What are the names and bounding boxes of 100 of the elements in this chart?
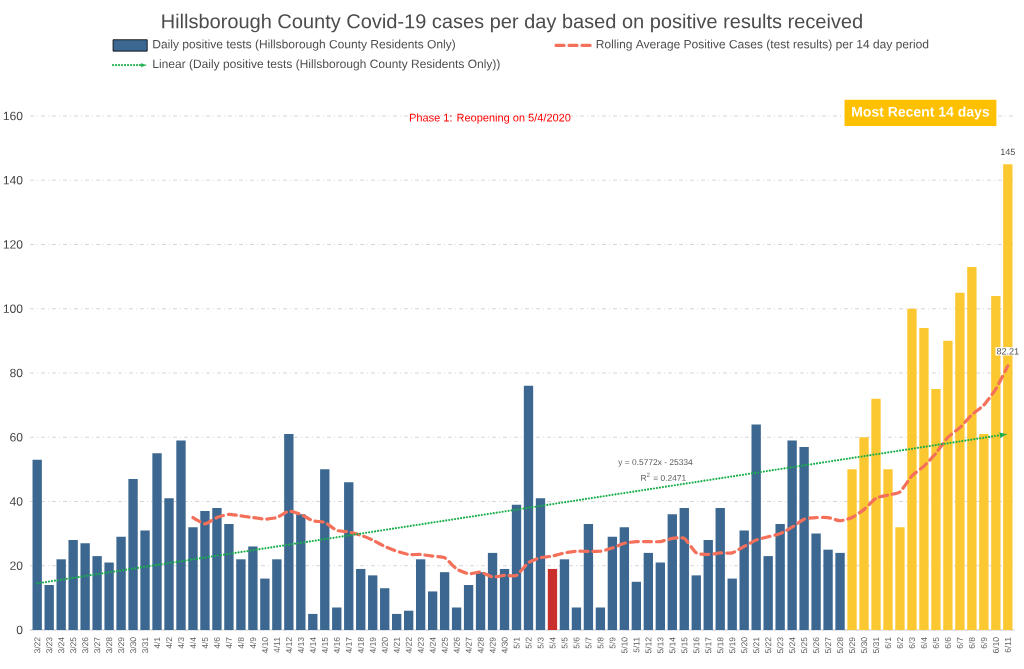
x-tick-label: 6/1 (884, 637, 892, 649)
x-tick-label: 5/23 (777, 637, 784, 654)
x-tick-label: 4/21 (393, 637, 400, 654)
x-tick-label: 5/6 (573, 637, 580, 649)
bar (104, 562, 114, 630)
bar (859, 437, 869, 630)
x-tick-label: 4/19 (369, 637, 376, 654)
x-tick-label: 3/25 (70, 637, 77, 654)
x-tick-label: 4/27 (465, 637, 472, 654)
x-tick-label: 3/31 (141, 637, 149, 654)
x-tick-label: 5/24 (789, 637, 796, 654)
bar (356, 568, 366, 630)
bar (871, 398, 881, 630)
bar (739, 530, 749, 630)
bar (535, 498, 546, 630)
bar (679, 507, 689, 630)
x-tick-label: 5/26 (813, 637, 820, 654)
bar (823, 549, 833, 630)
bar (775, 523, 785, 630)
bar (607, 536, 618, 630)
x-tick-label: 4/14 (309, 637, 316, 654)
bar (116, 536, 126, 630)
x-tick-label: 5/4 (549, 637, 556, 649)
x-tick-label: 5/25 (801, 637, 808, 654)
x-tick-label: 3/26 (82, 637, 89, 654)
bar (403, 610, 414, 630)
annotation: Phase 1: Reopening on 5/4/2020 (409, 113, 571, 124)
x-tick-label: 5/15 (681, 637, 688, 654)
bar (655, 562, 665, 630)
x-tick-label: 5/11 (633, 637, 640, 653)
x-tick-label: 4/29 (489, 637, 496, 654)
x-tick-label: 5/16 (693, 637, 700, 654)
bar (499, 568, 510, 630)
x-tick-label: 4/8 (237, 637, 244, 649)
x-tick-label: 6/4 (920, 637, 928, 649)
bar (284, 434, 294, 630)
x-tick-label: 4/23 (417, 637, 424, 654)
bar (691, 575, 701, 630)
bar (979, 434, 989, 630)
y-tick-label: 0 (16, 625, 23, 635)
bar (919, 328, 929, 630)
x-tick-label: 4/9 (249, 637, 256, 649)
bar (787, 440, 797, 630)
bar (451, 607, 462, 630)
bar (595, 607, 606, 630)
bar (439, 572, 450, 630)
x-tick-label: 4/15 (321, 637, 328, 654)
x-tick-label: 6/5 (932, 637, 940, 649)
y-tick-label: 80 (10, 368, 23, 378)
x-tick-label: 4/12 (285, 637, 292, 654)
x-tick-label: 3/24 (58, 637, 65, 654)
bar (128, 479, 138, 630)
bar (380, 588, 390, 630)
x-tick-label: 5/7 (585, 637, 592, 649)
y-tick-label: 140 (3, 176, 23, 185)
bar (571, 607, 582, 630)
x-tick-label: 6/10 (992, 637, 999, 653)
x-tick-label: 4/16 (333, 637, 340, 654)
x-tick-label: 4/2 (165, 637, 173, 649)
x-tick-label: 5/10 (621, 637, 628, 654)
x-tick-label: 5/21 (753, 637, 760, 654)
x-tick-label: 4/4 (189, 637, 197, 649)
bar (643, 552, 653, 630)
data-label: 145 (1001, 148, 1015, 156)
x-tick-label: 5/22 (765, 637, 772, 654)
x-tick-label: 5/9 (609, 637, 616, 649)
bar (272, 559, 282, 630)
x-tick-label: 6/2 (896, 637, 904, 649)
bar (392, 613, 402, 630)
x-tick-label: 6/9 (980, 637, 987, 649)
x-tick-label: 4/6 (213, 637, 221, 649)
x-tick-label: 4/28 (477, 637, 484, 654)
x-tick-label: 3/22 (34, 637, 41, 654)
x-tick-label: 3/30 (129, 637, 137, 654)
bar (92, 556, 102, 630)
bar (895, 527, 905, 630)
bar (344, 482, 354, 630)
bar (80, 543, 90, 630)
y-tick-label: 160 (3, 111, 23, 121)
bar (308, 613, 318, 630)
bar (751, 424, 761, 630)
x-tick-label: 4/7 (225, 637, 233, 649)
bar (332, 607, 342, 630)
y-tick-label: 100 (3, 304, 23, 313)
x-tick-label: 5/14 (669, 637, 676, 654)
x-tick-label: 5/20 (741, 637, 748, 654)
bar (547, 568, 558, 630)
x-tick-label: 4/24 (429, 637, 436, 654)
x-tick-label: 5/31 (872, 637, 880, 654)
x-tick-label: 5/18 (717, 637, 724, 654)
bar (907, 308, 917, 630)
bar (44, 585, 54, 630)
bar (811, 533, 821, 630)
x-tick-label: 6/11 (1004, 637, 1011, 653)
bar (943, 340, 953, 630)
x-tick-label: 4/30 (501, 637, 508, 654)
bar (368, 575, 378, 630)
bar (835, 552, 845, 630)
x-tick-label: 4/26 (453, 637, 460, 654)
x-tick-label: 4/17 (345, 637, 352, 654)
